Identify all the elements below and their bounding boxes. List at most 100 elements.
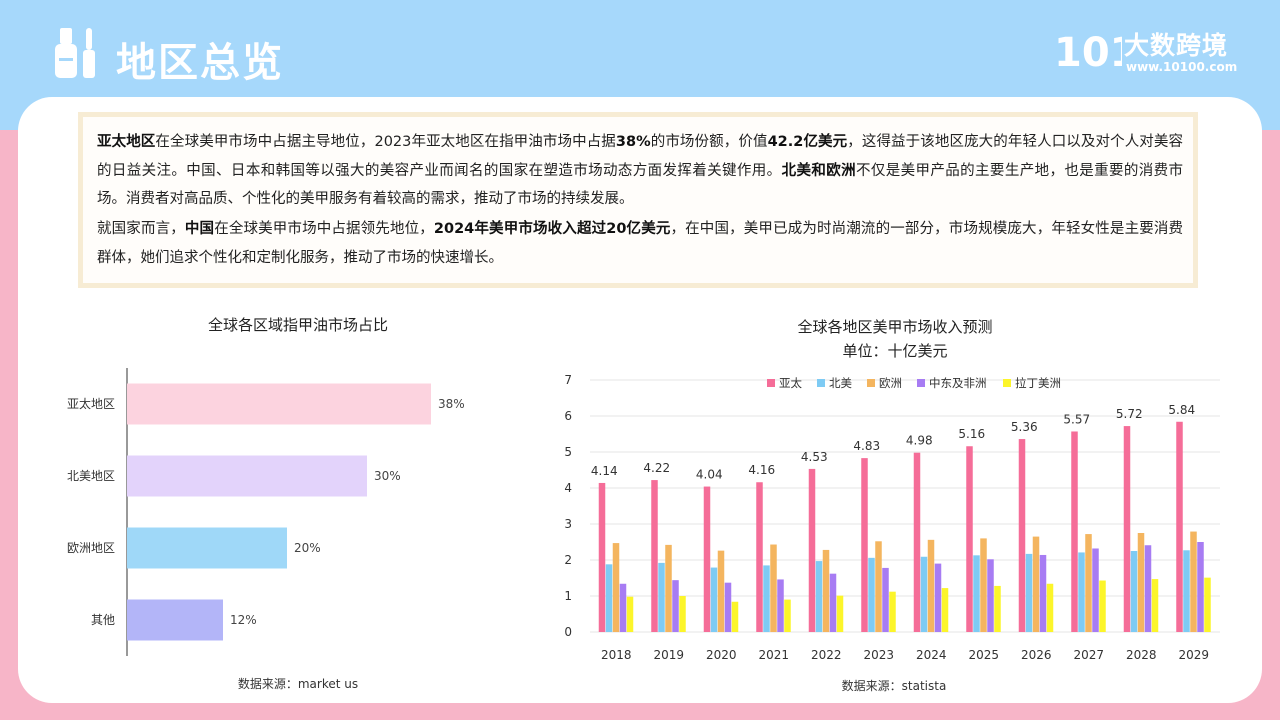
share-chart-source: 数据来源：market us [237, 677, 359, 691]
forecast-bar [777, 579, 784, 632]
forecast-x-tick: 2020 [706, 648, 737, 662]
forecast-bar [1197, 542, 1204, 632]
forecast-bar [612, 543, 620, 632]
forecast-bar [882, 567, 889, 632]
forecast-bar [1092, 548, 1099, 632]
forecast-bar [1176, 421, 1183, 632]
legend-swatch [767, 379, 775, 387]
forecast-bar [1204, 577, 1211, 632]
forecast-bar [927, 539, 935, 632]
forecast-bar [1071, 431, 1078, 632]
forecast-legend: 亚太 北美 欧洲 中东及非洲 拉丁美洲 [767, 376, 1061, 390]
forecast-bar [1137, 533, 1145, 632]
forecast-bar [994, 585, 1001, 632]
forecast-bar [1099, 580, 1106, 632]
forecast-y-tick: 0 [564, 625, 572, 639]
forecast-y-tick: 5 [564, 445, 572, 459]
forecast-bar [605, 564, 613, 632]
legend-label: 欧洲 [879, 376, 902, 390]
forecast-bar [815, 561, 823, 632]
forecast-chart-source: 数据来源：statista [841, 679, 947, 693]
forecast-bar [770, 544, 777, 632]
forecast-bar [672, 580, 679, 632]
forecast-bar [808, 468, 816, 632]
legend-swatch [1003, 379, 1011, 387]
legend-swatch [867, 379, 875, 387]
forecast-bar [829, 573, 837, 632]
forecast-bar [966, 446, 973, 632]
brand: 10100 大数跨境 www.10100.com [1052, 26, 1242, 78]
p1-segment-5: ，这得益于该地区庞大的年轻人口以及对个人对美容的日益关注。中国、日本和韩国等以强… [97, 134, 1184, 179]
share-bar [127, 383, 431, 425]
forecast-bar [920, 556, 928, 632]
forecast-bar [1190, 531, 1197, 632]
forecast-bar [980, 538, 987, 632]
forecast-bar [784, 599, 791, 632]
forecast-data-label: 5.84 [1168, 403, 1195, 417]
forecast-x-tick: 2024 [916, 648, 947, 662]
forecast-y-tick: 7 [564, 373, 572, 387]
forecast-bar [913, 452, 921, 632]
p2-segment-4: ，在中国，美甲已成为时尚潮流的一部分，市场规模庞大，年轻女性是主要消费群体，她们… [97, 221, 1184, 266]
forecast-bar [1025, 553, 1033, 632]
forecast-x-tick: 2019 [653, 648, 684, 662]
forecast-chart: 0 1 2 3 4 5 6 7 4.14 2018 4.22 2019 4.04 2020 4.16 2021… [564, 373, 1220, 662]
forecast-bar [1130, 551, 1138, 632]
forecast-y-tick: 3 [564, 517, 572, 531]
forecast-bar [651, 480, 658, 632]
legend-label: 中东及非洲 [929, 376, 987, 390]
share-bar [127, 527, 287, 569]
forecast-data-label: 4.16 [748, 463, 775, 477]
p2-segment-3: 2024年美甲市场收入超过20亿美元 [433, 221, 671, 237]
intro-paragraph-1: 亚太地区在全球美甲市场中占据主导地位，2023年亚太地区在指甲油市场中占据38%… [97, 128, 1183, 214]
share-category-label: 亚太地区 [67, 396, 115, 411]
page-title: 地区总览 [116, 40, 284, 86]
forecast-bar [861, 458, 868, 632]
forecast-data-label: 4.53 [801, 450, 828, 464]
forecast-x-tick: 2022 [811, 648, 842, 662]
share-bar [127, 455, 367, 497]
forecast-bar [731, 601, 739, 632]
legend-label: 北美 [829, 376, 852, 390]
share-value-label: 30% [374, 469, 401, 483]
p2-segment-1: 中国 [184, 221, 215, 237]
p1-segment-7: 不仅是美甲产品的主要生产地，也是重要的消费市场。消费者对高品质、个性化的美甲服务… [97, 162, 1184, 208]
forecast-bar [889, 591, 896, 632]
forecast-chart-title: 全球各地区美甲市场收入预测 [797, 318, 993, 336]
p1-segment-4: 42.2亿美元 [767, 134, 848, 150]
forecast-bar [756, 482, 763, 632]
forecast-chart-subtitle: 单位：十亿美元 [842, 342, 948, 360]
forecast-y-tick: 4 [564, 481, 572, 495]
forecast-data-label: 5.36 [1011, 420, 1038, 434]
forecast-data-label: 5.57 [1063, 412, 1090, 426]
nail-polish-icon [55, 28, 95, 78]
intro-textbox: 亚太地区在全球美甲市场中占据主导地位，2023年亚太地区在指甲油市场中占据38%… [78, 112, 1198, 288]
forecast-y-tick: 2 [564, 553, 572, 567]
forecast-bar [1183, 550, 1190, 632]
share-bar [127, 599, 223, 641]
forecast-bar [875, 541, 882, 632]
forecast-bar [658, 562, 665, 632]
forecast-bar [973, 555, 980, 632]
forecast-data-label: 4.22 [643, 461, 670, 475]
p1-segment-0: 亚太地区 [97, 134, 156, 150]
share-category-label: 北美地区 [67, 469, 115, 483]
forecast-x-tick: 2018 [601, 648, 632, 662]
forecast-bar [724, 582, 732, 632]
forecast-bar [710, 567, 718, 632]
p1-segment-2: 38% [615, 134, 651, 150]
share-chart: 亚太地区 38% 北美地区 30% 欧洲地区 20% 其他 12% [67, 368, 465, 656]
legend-label: 亚太 [779, 376, 802, 390]
legend-swatch [817, 379, 825, 387]
forecast-data-label: 4.83 [853, 439, 880, 453]
share-value-label: 38% [438, 397, 465, 411]
p2-segment-0: 就国家而言， [97, 221, 185, 237]
forecast-bar [1085, 534, 1092, 632]
forecast-bar [941, 588, 949, 632]
forecast-x-tick: 2026 [1021, 648, 1052, 662]
forecast-bar [717, 550, 725, 632]
forecast-bar [619, 583, 627, 632]
share-value-label: 20% [294, 541, 321, 555]
forecast-bar [1151, 579, 1159, 632]
share-value-label: 12% [230, 613, 257, 627]
